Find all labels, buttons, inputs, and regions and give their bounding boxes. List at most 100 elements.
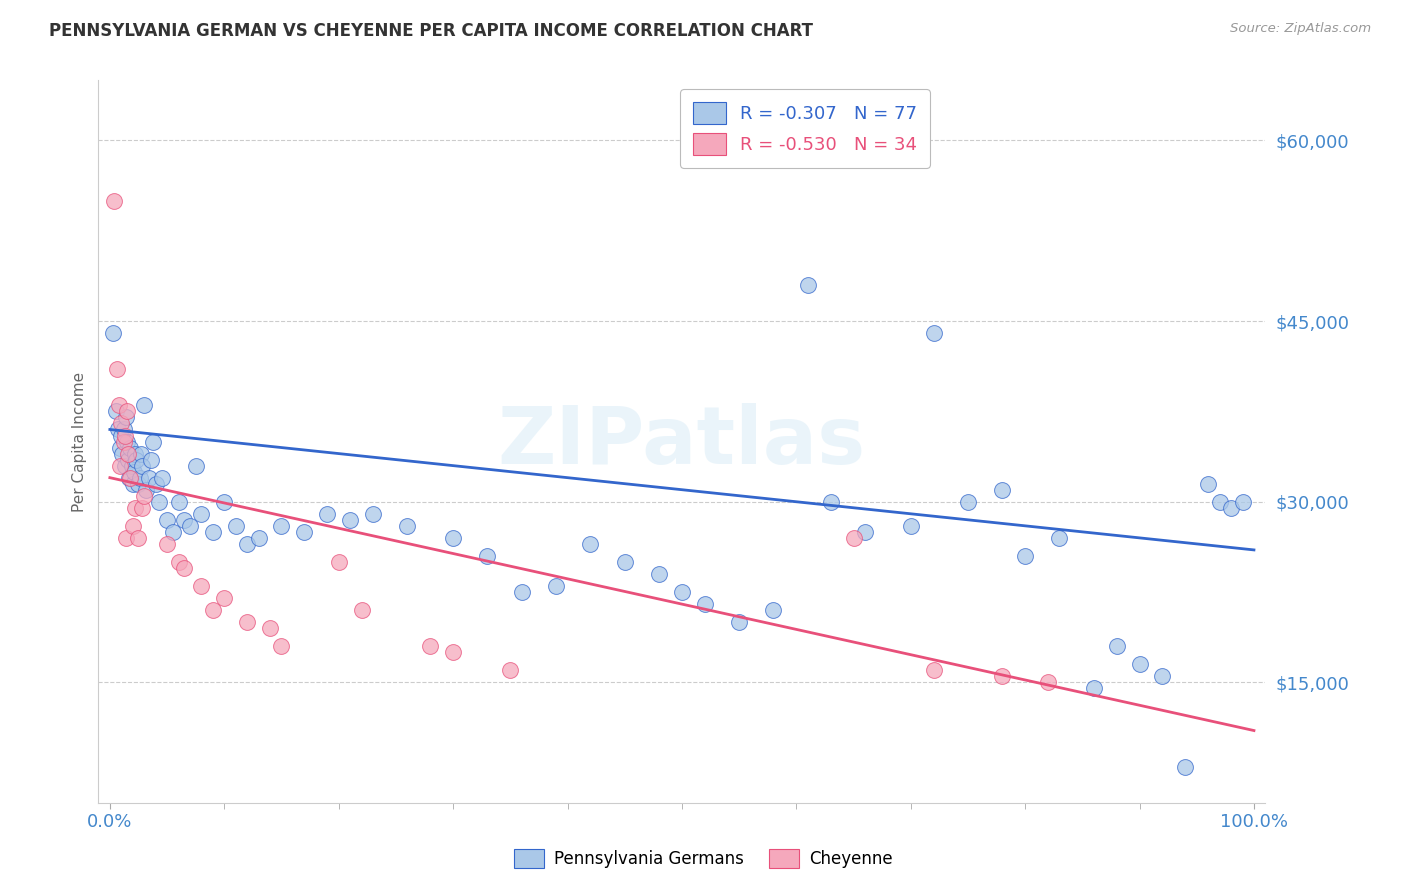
- Point: [107, 423, 129, 437]
- Point: [127, 476, 149, 491]
- Point: [236, 537, 259, 551]
- Point: [1152, 669, 1174, 683]
- Point: [477, 549, 499, 563]
- Point: [121, 519, 143, 533]
- Point: [124, 500, 146, 515]
- Legend: Pennsylvania Germans, Cheyenne: Pennsylvania Germans, Cheyenne: [508, 843, 898, 875]
- Point: [138, 471, 160, 485]
- Point: [112, 434, 135, 449]
- Legend: R = -0.307   N = 77, R = -0.530   N = 34: R = -0.307 N = 77, R = -0.530 N = 34: [681, 89, 929, 168]
- Point: [1014, 549, 1036, 563]
- Point: [134, 398, 156, 412]
- Point: [236, 615, 259, 630]
- Point: [105, 362, 128, 376]
- Point: [259, 621, 281, 635]
- Point: [152, 471, 174, 485]
- Text: Source: ZipAtlas.com: Source: ZipAtlas.com: [1230, 22, 1371, 36]
- Point: [103, 194, 125, 208]
- Point: [108, 398, 131, 412]
- Point: [121, 458, 143, 473]
- Point: [128, 471, 150, 485]
- Point: [112, 423, 135, 437]
- Point: [190, 507, 212, 521]
- Point: [129, 446, 152, 460]
- Point: [1220, 500, 1243, 515]
- Point: [139, 452, 162, 467]
- Point: [131, 500, 153, 515]
- Point: [201, 524, 224, 539]
- Point: [114, 428, 136, 442]
- Point: [214, 591, 236, 606]
- Point: [167, 555, 190, 569]
- Y-axis label: Per Capita Income: Per Capita Income: [72, 371, 87, 512]
- Point: [173, 513, 195, 527]
- Text: PENNSYLVANIA GERMAN VS CHEYENNE PER CAPITA INCOME CORRELATION CHART: PENNSYLVANIA GERMAN VS CHEYENNE PER CAPI…: [49, 22, 813, 40]
- Point: [134, 489, 156, 503]
- Point: [339, 513, 361, 527]
- Point: [110, 417, 132, 431]
- Point: [292, 524, 315, 539]
- Point: [127, 531, 149, 545]
- Point: [648, 567, 671, 582]
- Point: [396, 519, 419, 533]
- Point: [579, 537, 602, 551]
- Point: [499, 664, 522, 678]
- Point: [124, 446, 146, 460]
- Point: [179, 519, 201, 533]
- Point: [441, 645, 464, 659]
- Point: [118, 471, 141, 485]
- Point: [1232, 494, 1254, 508]
- Point: [671, 585, 693, 599]
- Point: [142, 434, 165, 449]
- Point: [115, 531, 138, 545]
- Point: [797, 277, 820, 292]
- Point: [190, 579, 212, 593]
- Point: [156, 537, 179, 551]
- Point: [361, 507, 384, 521]
- Point: [103, 326, 125, 340]
- Point: [131, 458, 153, 473]
- Point: [1105, 639, 1128, 653]
- Point: [922, 664, 945, 678]
- Point: [122, 465, 145, 479]
- Point: [156, 513, 179, 527]
- Point: [125, 452, 148, 467]
- Point: [613, 555, 636, 569]
- Point: [728, 615, 751, 630]
- Point: [247, 531, 270, 545]
- Point: [1036, 675, 1059, 690]
- Point: [1197, 476, 1219, 491]
- Point: [991, 483, 1014, 497]
- Point: [108, 458, 131, 473]
- Point: [111, 446, 134, 460]
- Point: [270, 519, 292, 533]
- Point: [1128, 657, 1150, 672]
- Point: [510, 585, 533, 599]
- Point: [173, 561, 195, 575]
- Point: [184, 458, 207, 473]
- Point: [167, 494, 190, 508]
- Point: [316, 507, 339, 521]
- Point: [148, 494, 170, 508]
- Point: [544, 579, 567, 593]
- Point: [201, 603, 224, 617]
- Point: [842, 531, 865, 545]
- Text: ZIPatlas: ZIPatlas: [498, 402, 866, 481]
- Point: [108, 441, 131, 455]
- Point: [120, 441, 142, 455]
- Point: [693, 597, 716, 611]
- Point: [270, 639, 292, 653]
- Point: [1083, 681, 1105, 696]
- Point: [853, 524, 876, 539]
- Point: [922, 326, 945, 340]
- Point: [1174, 760, 1197, 774]
- Point: [120, 471, 142, 485]
- Point: [162, 524, 184, 539]
- Point: [117, 452, 139, 467]
- Point: [350, 603, 373, 617]
- Point: [1208, 494, 1230, 508]
- Point: [114, 458, 136, 473]
- Point: [900, 519, 922, 533]
- Point: [115, 404, 138, 418]
- Point: [956, 494, 979, 508]
